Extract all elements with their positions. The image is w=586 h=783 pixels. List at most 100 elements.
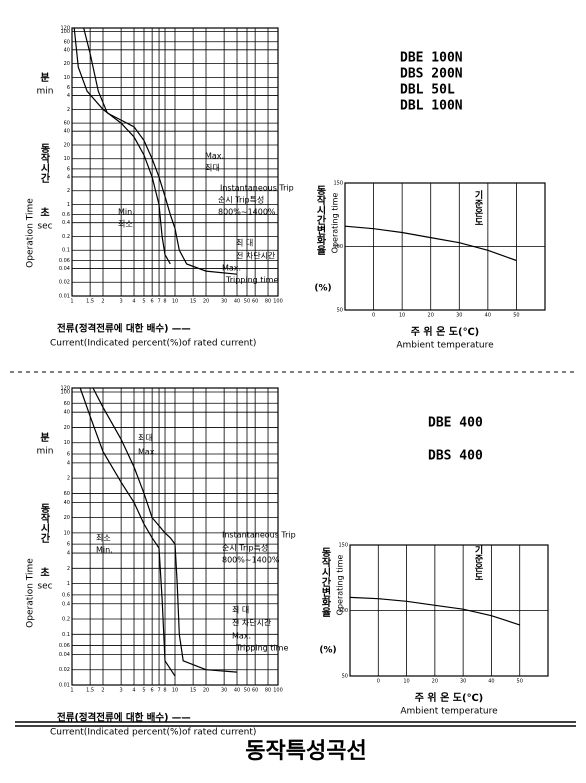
y-tick-label: 6 xyxy=(67,542,70,548)
annotation: 순시 Trip특성 xyxy=(222,544,268,553)
annotation: Instantaneous Trip xyxy=(222,531,296,540)
y-tick-label: 4 xyxy=(67,551,70,557)
unit-label: 초 xyxy=(40,566,49,579)
x-tick-label: 10 xyxy=(399,313,405,319)
y-tick-label: 60 xyxy=(64,491,70,497)
annotation: 800%~1400% xyxy=(218,208,276,217)
y-tick-label: 10 xyxy=(64,156,70,162)
annotation: 전 차단시간 xyxy=(236,251,276,261)
y-tick-label: 40 xyxy=(64,410,70,416)
unit-label: sec xyxy=(37,582,52,592)
y-tick-label: 20 xyxy=(64,425,70,431)
y-tick-label: 0.01 xyxy=(59,294,70,300)
model: DBS 400 xyxy=(428,449,483,464)
annotation: Max. xyxy=(232,632,251,641)
annotation: Max. xyxy=(205,152,224,161)
x-tick-label: 60 xyxy=(252,299,258,305)
model: DBL 100N xyxy=(400,99,463,114)
model: DBE 100N xyxy=(400,51,463,66)
y-tick-label: 100 xyxy=(338,608,348,614)
x-tick-label: 50 xyxy=(513,313,519,319)
x-tick-label: 40 xyxy=(234,299,240,305)
annotation: 기준온도 xyxy=(473,189,483,226)
y-tick-label: 2 xyxy=(67,566,70,572)
y-tick-label: 0.06 xyxy=(59,258,70,264)
y-tick-label: 10 xyxy=(64,440,70,446)
y-axis-label: Operating time xyxy=(336,555,345,616)
y-axis-label: (%) xyxy=(314,284,331,294)
annotation: 기준온도 xyxy=(473,544,483,581)
y-axis-label: 동작시간변화율 xyxy=(314,185,326,256)
x-tick-label: 80 xyxy=(265,299,271,305)
y-tick-label: 120 xyxy=(60,386,70,392)
x-tick-label: 30 xyxy=(221,688,227,694)
page-title: 동작특성곡선 xyxy=(245,739,366,764)
y-axis-label: 동작시간변화율 xyxy=(319,547,331,618)
annotation: 최 대 xyxy=(236,238,253,248)
x-axis-label: Ambient temperature xyxy=(400,707,498,717)
x-axis-label: Ambient temperature xyxy=(396,341,494,351)
x-tick-label: 2 xyxy=(101,299,104,305)
y-tick-label: 0.02 xyxy=(59,667,70,673)
x-tick-label: 20 xyxy=(428,313,434,319)
y-tick-label: 10 xyxy=(64,530,70,536)
y-tick-label: 0.06 xyxy=(59,643,70,649)
y-tick-label: 4 xyxy=(67,460,70,466)
annotation: Tripping time xyxy=(225,276,278,285)
x-tick-label: 1 xyxy=(70,688,73,694)
y-tick-label: 0.2 xyxy=(62,617,70,623)
model: DBS 200N xyxy=(400,67,463,82)
x-tick-label: 40 xyxy=(234,688,240,694)
x-axis-label: 전류(정격전류에 대한 배수) —— xyxy=(57,712,191,724)
y-tick-label: 0.02 xyxy=(59,280,70,286)
x-tick-label: 40 xyxy=(485,313,491,319)
x-tick-label: 30 xyxy=(460,679,466,685)
x-tick-label: 80 xyxy=(265,688,271,694)
unit-label: min xyxy=(37,447,54,457)
annotation: 전 차단시간 xyxy=(232,618,272,628)
unit-label: 분 xyxy=(40,72,49,84)
y-tick-label: 150 xyxy=(333,181,343,187)
y-tick-label: 0.2 xyxy=(62,234,70,240)
annotation: 최 대 xyxy=(232,605,249,615)
y-tick-label: 2 xyxy=(67,107,70,113)
y-axis-label: Operation Time xyxy=(26,558,36,628)
y-tick-label: 0.4 xyxy=(62,220,70,226)
x-tick-label: 6 xyxy=(151,688,154,694)
y-tick-label: 6 xyxy=(67,451,70,457)
curve xyxy=(73,27,171,265)
y-tick-label: 2 xyxy=(67,476,70,482)
y-tick-label: 0.6 xyxy=(62,212,70,218)
annotation: Tripping time xyxy=(235,644,288,653)
y-axis-label: (%) xyxy=(319,646,336,656)
unit-label: 초 xyxy=(40,206,49,219)
x-tick-label: 5 xyxy=(142,688,145,694)
y-tick-label: 120 xyxy=(60,26,70,32)
x-tick-label: 20 xyxy=(432,679,438,685)
x-tick-label: 7 xyxy=(157,688,160,694)
y-tick-label: 100 xyxy=(333,244,343,250)
x-tick-label: 8 xyxy=(163,299,166,305)
x-tick-label: 4 xyxy=(132,688,135,694)
annotation: 최소 xyxy=(118,219,133,229)
y-tick-label: 0.6 xyxy=(62,592,70,598)
y-tick-label: 0.1 xyxy=(62,248,70,254)
annotation: Min. xyxy=(118,208,135,217)
curve xyxy=(344,225,517,262)
x-tick-label: 20 xyxy=(203,688,209,694)
x-tick-label: 1.5 xyxy=(86,299,94,305)
y-axis-label: 동작시간 xyxy=(38,143,50,183)
x-tick-label: 15 xyxy=(190,299,196,305)
y-tick-label: 0.01 xyxy=(59,683,70,689)
y-tick-label: 50 xyxy=(337,308,343,314)
y-axis-label: 동작시간 xyxy=(38,503,50,543)
x-tick-label: 4 xyxy=(132,299,135,305)
curve xyxy=(79,387,176,677)
x-tick-label: 5 xyxy=(142,299,145,305)
unit-label: sec xyxy=(37,222,52,232)
y-tick-label: 20 xyxy=(64,61,70,67)
x-tick-label: 100 xyxy=(273,299,283,305)
x-tick-label: 1 xyxy=(70,299,73,305)
